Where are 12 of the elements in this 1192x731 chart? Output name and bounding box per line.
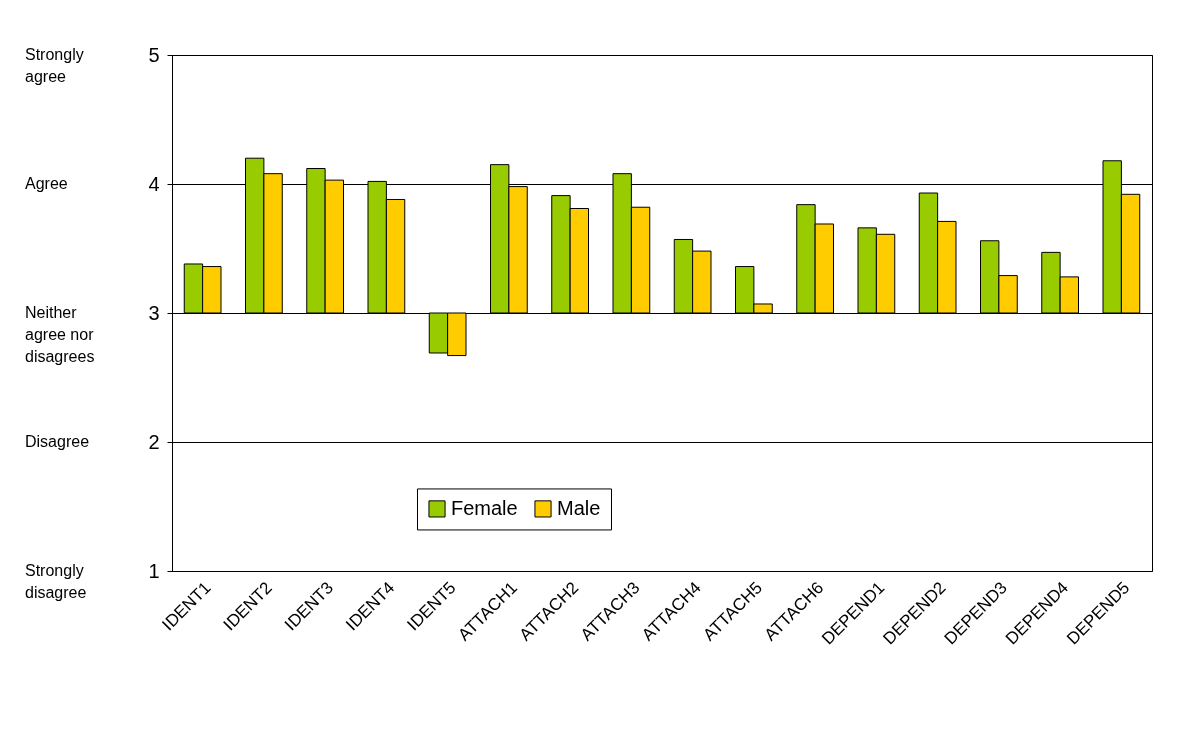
text: Disagree [25, 433, 90, 450]
legend-label: Male [557, 496, 601, 519]
y-tick-label: 3 [148, 301, 160, 324]
y-tick-label: 4 [148, 172, 160, 195]
text: Neither agree nor disagrees [25, 304, 95, 365]
y-tick-label: 1 [148, 559, 160, 582]
text: Strongly agree [25, 46, 84, 85]
text: Agree [25, 175, 68, 192]
y-tick-label: 2 [148, 430, 160, 453]
legend-label: Female [451, 496, 518, 519]
y-tick-label: 5 [148, 43, 160, 66]
text: Strongly disagree [25, 562, 87, 601]
